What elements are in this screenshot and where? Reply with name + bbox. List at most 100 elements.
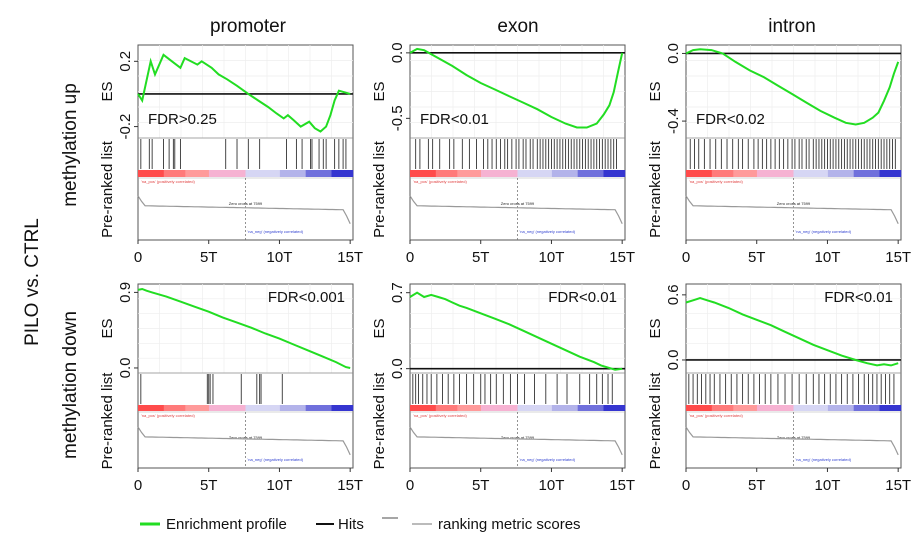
rank-color-bar-segment <box>331 170 354 177</box>
enrichment-profile-line <box>137 287 351 369</box>
y-tick-label: -0.4 <box>665 108 682 134</box>
panel-methylation-down-exon: 'na_pos' (positively correlated)Zero cro… <box>371 282 635 494</box>
rank-color-bar-segment <box>711 405 734 411</box>
es-axis-label: ES <box>647 81 664 101</box>
negative-correlated-label: 'na_neg' (negatively correlated) <box>519 457 575 462</box>
rank-color-bar-segment <box>435 405 458 411</box>
rank-color-bar-segment <box>733 170 758 177</box>
ranked-list-axis-label: Pre-ranked list <box>647 372 664 470</box>
row-title-methylation-up: methylation up <box>60 83 81 207</box>
rank-color-bar-segment <box>279 405 306 411</box>
rank-color-bar-segment <box>577 170 604 177</box>
fdr-label: FDR<0.01 <box>548 289 617 306</box>
y-tick-label: 0.0 <box>117 358 134 379</box>
rank-color-bar-segment <box>208 170 246 177</box>
x-tick-label: 5T <box>748 477 766 494</box>
legend-enrichment-profile: Enrichment profile <box>166 516 287 533</box>
x-tick-label: 10T <box>815 477 841 494</box>
es-axis-label: ES <box>647 318 664 338</box>
rank-color-bar-segment <box>756 405 794 411</box>
positive-correlated-label: 'na_pos' (positively correlated) <box>689 179 743 184</box>
rank-color-bar-segment <box>185 170 210 177</box>
panel-methylation-down-intron: 'na_pos' (positively correlated)Zero cro… <box>647 283 911 494</box>
negative-correlated-label: 'na_neg' (negatively correlated) <box>795 229 851 234</box>
x-tick-label: 0 <box>406 249 414 266</box>
enrichment-profile-line <box>685 48 900 126</box>
x-tick-label: 0 <box>134 249 142 266</box>
rank-color-bar-segment <box>435 170 458 177</box>
rank-color-bar-segment <box>686 405 713 411</box>
x-tick-label: 10T <box>267 477 293 494</box>
rank-color-bar-segment <box>245 405 281 411</box>
rank-color-bar-segment <box>185 405 210 411</box>
legend-ranking-metric-scores: ranking metric scores <box>438 516 581 533</box>
panel-methylation-down-promoter: 'na_pos' (positively correlated)Zero cro… <box>99 282 363 494</box>
positive-correlated-label: 'na_pos' (positively correlated) <box>689 413 743 418</box>
es-axis-label: ES <box>371 318 388 338</box>
positive-correlated-label: 'na_pos' (positively correlated) <box>141 413 195 418</box>
y-tick-label: 0.0 <box>665 43 682 64</box>
x-tick-label: 10T <box>267 249 293 266</box>
rank-color-bar-segment <box>457 170 482 177</box>
rank-color-bar-segment <box>279 170 306 177</box>
rank-color-bar-segment <box>305 170 332 177</box>
x-tick-label: 0 <box>682 249 690 266</box>
ranking-metric-curve <box>137 195 351 225</box>
rank-color-bar-segment <box>603 170 626 177</box>
ranked-list-axis-label: Pre-ranked list <box>371 140 388 238</box>
ranking-metric-curve <box>409 426 623 456</box>
rank-color-bar-segment <box>551 170 578 177</box>
es-axis-label: ES <box>99 81 116 101</box>
ranked-list-axis-label: Pre-ranked list <box>647 140 664 238</box>
rank-color-bar-segment <box>480 170 518 177</box>
y-tick-label: 0.0 <box>389 42 406 63</box>
legend: Enrichment profile Hits ranking metric s… <box>140 516 581 533</box>
fdr-label: FDR<0.02 <box>696 111 765 128</box>
rank-color-bar-segment <box>853 405 880 411</box>
rank-color-bar-segment <box>517 405 553 411</box>
ranked-list-axis-label: Pre-ranked list <box>99 372 116 470</box>
enrichment-profile-line <box>409 47 624 129</box>
x-tick-label: 15T <box>337 249 363 266</box>
y-tick-label: 0.7 <box>389 282 406 303</box>
rank-color-bar-segment <box>163 405 186 411</box>
rank-color-bar-segment <box>410 170 437 177</box>
y-tick-label: 0.6 <box>665 284 682 305</box>
rank-color-bar-segment <box>577 405 604 411</box>
y-tick-label: 0.0 <box>389 358 406 379</box>
rank-color-bar-segment <box>756 170 794 177</box>
panel-methylation-up-exon: 'na_pos' (positively correlated)Zero cro… <box>371 42 635 266</box>
rank-color-bar-segment <box>517 170 553 177</box>
rank-color-bar-segment <box>603 405 626 411</box>
ranked-list-axis-label: Pre-ranked list <box>371 372 388 470</box>
negative-correlated-label: 'na_neg' (negatively correlated) <box>519 229 575 234</box>
positive-correlated-label: 'na_pos' (positively correlated) <box>413 179 467 184</box>
rank-color-bar-segment <box>793 405 829 411</box>
rank-color-bar-segment <box>733 405 758 411</box>
x-tick-label: 15T <box>885 249 911 266</box>
row-title-methylation-down: methylation down <box>60 311 81 459</box>
rank-color-bar-segment <box>163 170 186 177</box>
rank-color-bar-segment <box>410 405 437 411</box>
rank-color-bar-segment <box>457 405 482 411</box>
column-title-exon: exon <box>497 16 538 37</box>
rank-color-bar-segment <box>245 170 281 177</box>
negative-correlated-label: 'na_neg' (negatively correlated) <box>247 229 303 234</box>
x-tick-label: 15T <box>885 477 911 494</box>
enrichment-profile-line <box>137 53 351 133</box>
negative-correlated-label: 'na_neg' (negatively correlated) <box>795 457 851 462</box>
rank-color-bar-segment <box>551 405 578 411</box>
x-tick-label: 5T <box>200 477 218 494</box>
x-tick-label: 10T <box>539 477 565 494</box>
fdr-label: FDR>0.25 <box>148 111 217 128</box>
rank-color-bar-segment <box>853 170 880 177</box>
enrichment-profile-line <box>685 297 899 367</box>
x-tick-label: 15T <box>609 249 635 266</box>
x-tick-label: 0 <box>406 477 414 494</box>
positive-correlated-label: 'na_pos' (positively correlated) <box>413 413 467 418</box>
x-tick-label: 5T <box>748 249 766 266</box>
rank-color-bar-segment <box>827 405 854 411</box>
rank-color-bar-segment <box>879 170 902 177</box>
rank-color-bar-segment <box>793 170 829 177</box>
